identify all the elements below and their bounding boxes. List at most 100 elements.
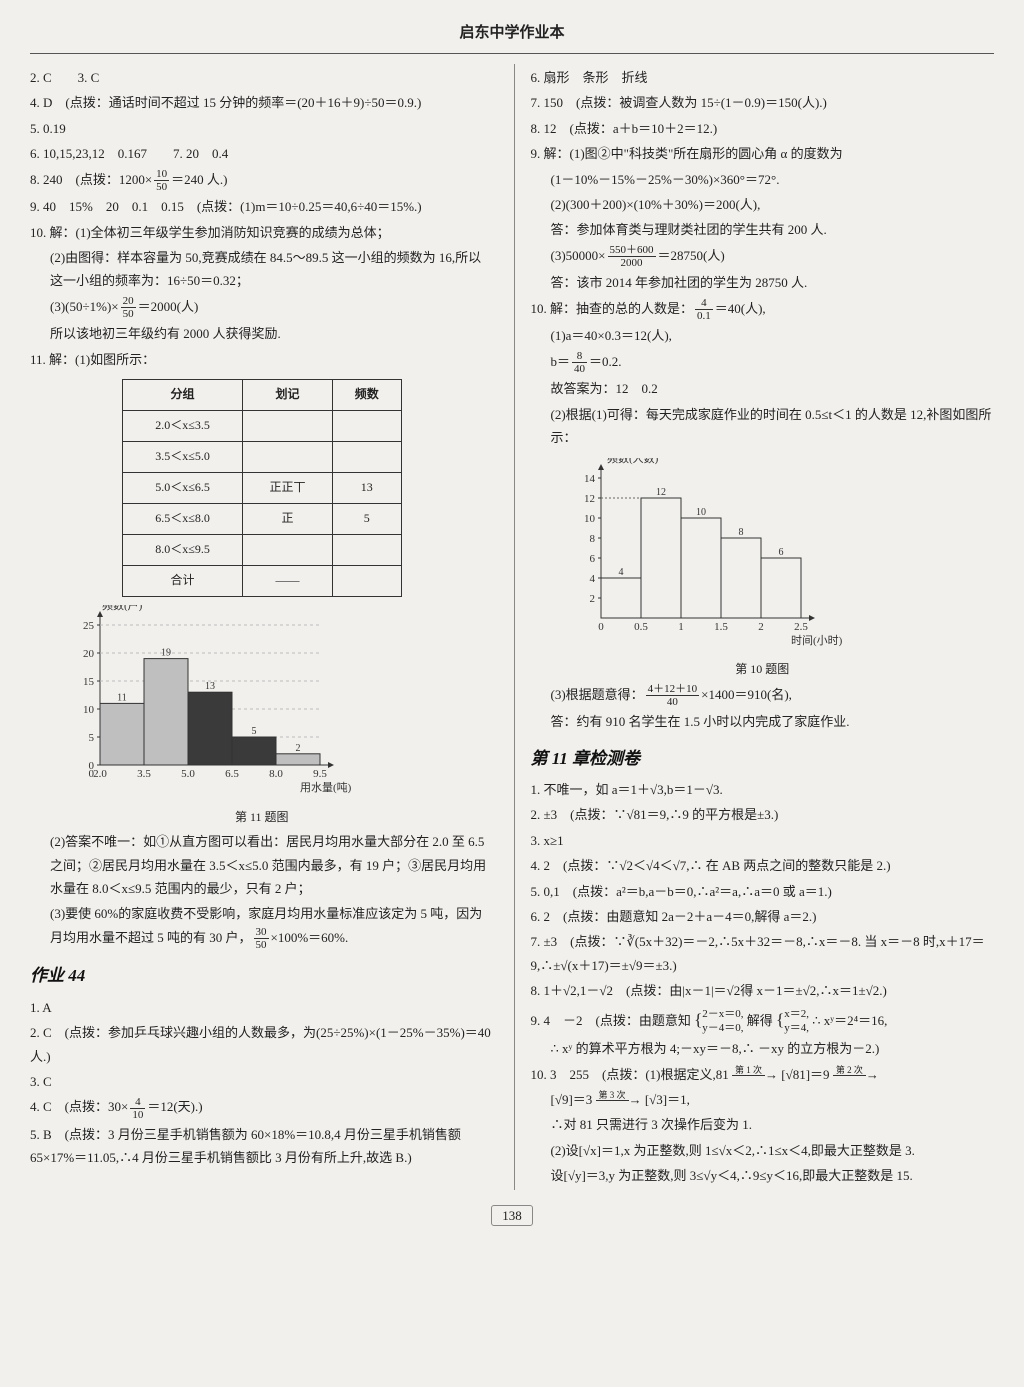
text-line: 6. 2 (点拨：由题意知 2a－2＋a－4＝0,解得 a＝2.) (531, 905, 995, 928)
text: (3)根据题意得： (551, 687, 644, 702)
cell: 5.0＜x≤6.5 (122, 473, 243, 504)
text-line: 4. 2 (点拨：∵√2＜√4＜√7,∴ 在 AB 两点之间的整数只能是 2.) (531, 854, 995, 877)
text-line: 3. C (30, 1070, 494, 1093)
cell (243, 535, 332, 566)
fraction: 40.1 (695, 297, 713, 322)
svg-text:6.5: 6.5 (225, 768, 239, 780)
chart-11: 0510152025111913522.03.55.06.58.09.50频数(… (60, 605, 494, 802)
cell: 2.0＜x≤3.5 (122, 411, 243, 442)
cell (243, 411, 332, 442)
text: ×100%＝60%. (271, 930, 349, 945)
tally-table: 分组 划记 频数 2.0＜x≤3.5 3.5＜x≤5.0 5.0＜x≤6.5正正… (122, 379, 402, 597)
cell (332, 566, 401, 597)
svg-text:12: 12 (584, 493, 595, 505)
text-line: 8. 12 (点拨：a＋b＝10＋2＝12.) (531, 117, 995, 140)
svg-text:10: 10 (584, 513, 596, 525)
fraction: 1050 (154, 168, 169, 193)
cell: 正 (243, 504, 332, 535)
right-column: 6. 扇形 条形 折线 7. 150 (点拨：被调查人数为 15÷(1－0.9)… (514, 64, 995, 1190)
text-line: ∴ xʸ 的算术平方根为 4;－xy＝－8,∴ －xy 的立方根为－2.) (531, 1037, 995, 1060)
fraction: 2050 (121, 295, 136, 320)
text-line: (2)由图得：样本容量为 50,竞赛成绩在 84.5～89.5 这一小组的频数为… (30, 246, 494, 293)
cell: 5 (332, 504, 401, 535)
text-line: 11. 解：(1)如图所示： (30, 348, 494, 371)
svg-text:5: 5 (89, 732, 95, 744)
svg-text:4: 4 (618, 567, 623, 578)
bar-chart-svg: 0510152025111913522.03.55.06.58.09.50频数(… (60, 605, 360, 795)
table-header: 频数 (332, 380, 401, 411)
svg-text:3.5: 3.5 (137, 768, 151, 780)
text-line: 10. 解：抽查的总的人数是：40.1＝40(人), (531, 297, 995, 323)
svg-text:用水量(吨): 用水量(吨) (300, 781, 352, 794)
svg-text:频数(人数): 频数(人数) (607, 458, 659, 465)
svg-text:8: 8 (589, 533, 595, 545)
text: 10. 解：抽查的总的人数是： (531, 301, 694, 316)
text: ＝40(人), (715, 301, 766, 316)
svg-text:6: 6 (778, 547, 783, 558)
text-line: 3. x≥1 (531, 829, 995, 852)
cell: 6.5＜x≤8.0 (122, 504, 243, 535)
text: [√9]＝3 (551, 1092, 593, 1107)
svg-text:12: 12 (656, 487, 666, 498)
text-line: 1. 不唯一，如 a＝1＋√3,b＝1－√3. (531, 778, 995, 801)
table-row: 8.0＜x≤9.5 (122, 535, 401, 566)
svg-text:0: 0 (89, 768, 95, 780)
text-line: 答：该市 2014 年参加社团的学生为 28750 人. (531, 271, 995, 294)
svg-text:2: 2 (589, 593, 595, 605)
svg-text:2: 2 (758, 621, 764, 633)
svg-text:2.0: 2.0 (93, 768, 107, 780)
table-row: 3.5＜x≤5.0 (122, 442, 401, 473)
text-line: (3)50000×550＋6002000＝28750(人) (531, 244, 995, 270)
text-line: 4. D (点拨：通话时间不超过 15 分钟的频率＝(20＋16＋9)÷50＝0… (30, 91, 494, 114)
text: ＝28750(人) (658, 248, 725, 263)
text-line: 答：参加体育类与理财类社团的学生共有 200 人. (531, 218, 995, 241)
text-line: 9. 4 －2 (点拨：由题意知 {2－x＝0,y－4＝0, 解得 {x＝2,y… (531, 1005, 995, 1036)
text: 10. 3 255 (点拨：(1)根据定义,81 (531, 1067, 729, 1082)
text: [√81]＝9 (781, 1067, 829, 1082)
bar-chart-svg: 2468101214412108600.511.522.5频数(人数)时间(小时… (561, 458, 861, 648)
text: ＝0.2. (589, 354, 622, 369)
svg-text:19: 19 (161, 648, 171, 659)
text-line: 2. C (点拨：参加乒乓球兴趣小组的人数最多，为(25÷25%)×(1－25%… (30, 1021, 494, 1068)
text-line: 9. 解：(1)图②中"科技类"所在扇形的圆心角 α 的度数为 (531, 142, 995, 165)
brace-icon: { (694, 1010, 702, 1029)
cell (332, 535, 401, 566)
svg-text:1: 1 (678, 621, 684, 633)
fraction: 550＋6002000 (608, 244, 656, 269)
text-line: 1. A (30, 996, 494, 1019)
svg-text:14: 14 (584, 473, 596, 485)
svg-text:10: 10 (83, 704, 95, 716)
cell: 正正丅 (243, 473, 332, 504)
text: ∴ xʸ＝2⁴＝16, (812, 1013, 887, 1028)
table-row: 分组 划记 频数 (122, 380, 401, 411)
text-line: 8. 1＋√2,1－√2 (点拨：由|x－1|＝√2得 x－1＝±√2,∴x＝1… (531, 979, 995, 1002)
text: b＝ (551, 354, 571, 369)
text: 9. 4 －2 (点拨：由题意知 (531, 1013, 691, 1028)
svg-text:5.0: 5.0 (181, 768, 195, 780)
text-line: 9. 40 15% 20 0.1 0.15 (点拨：(1)m＝10÷0.25＝4… (30, 195, 494, 218)
page-header: 启东中学作业本 (30, 20, 994, 54)
equation-system: x＝2,y＝4, (784, 1008, 809, 1034)
cell: 8.0＜x≤9.5 (122, 535, 243, 566)
cell: 合计 (122, 566, 243, 597)
text-line: ∴对 81 只需进行 3 次操作后变为 1. (531, 1113, 995, 1136)
svg-text:9.5: 9.5 (313, 768, 327, 780)
svg-text:时间(小时): 时间(小时) (791, 634, 843, 647)
cell (332, 442, 401, 473)
table-header: 分组 (122, 380, 243, 411)
svg-text:11: 11 (117, 693, 127, 704)
text-line: 7. 150 (点拨：被调查人数为 15÷(1－0.9)＝150(人).) (531, 91, 995, 114)
fraction: 4＋12＋1040 (646, 683, 700, 708)
text-line: (1)a＝40×0.3＝12(人), (531, 324, 995, 347)
svg-text:13: 13 (205, 681, 215, 692)
text: ＝2000(人) (138, 299, 199, 314)
svg-text:5: 5 (252, 726, 257, 737)
svg-text:2: 2 (296, 743, 301, 754)
text-line: b＝840＝0.2. (531, 350, 995, 376)
text-line: 2. C 3. C (30, 66, 494, 89)
text-line: (2)(300＋200)×(10%＋30%)＝200(人), (531, 193, 995, 216)
svg-text:1.5: 1.5 (714, 621, 728, 633)
table-row: 合计—— (122, 566, 401, 597)
svg-text:6: 6 (589, 553, 595, 565)
svg-text:15: 15 (83, 676, 95, 688)
